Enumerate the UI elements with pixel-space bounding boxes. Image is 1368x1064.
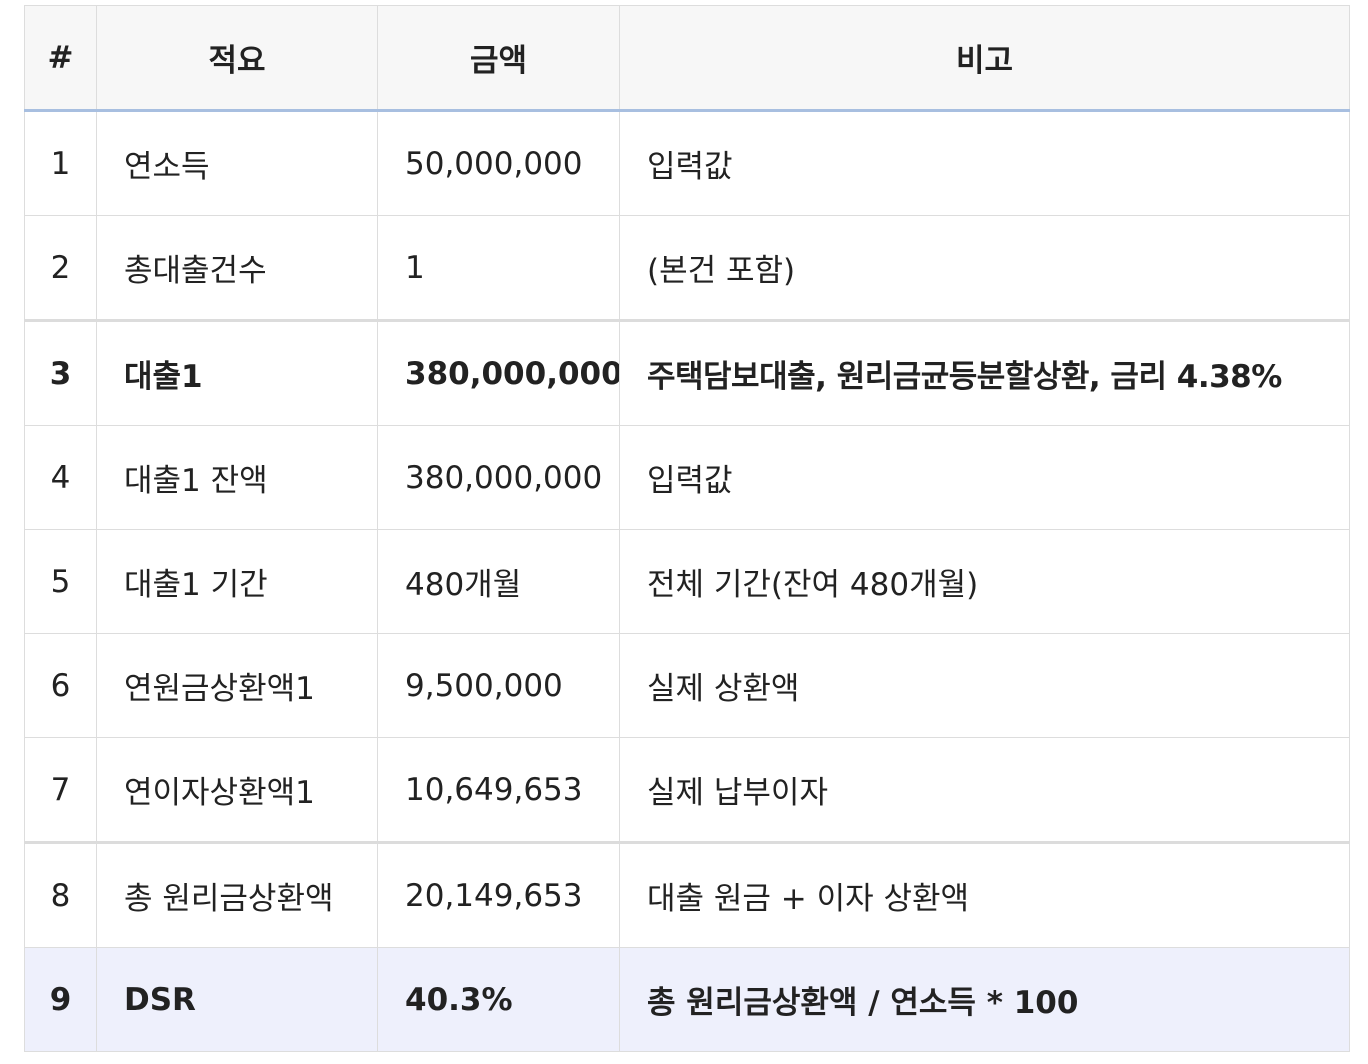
table-header: # 적요 금액 비고 (24, 5, 1350, 112)
row-item: 연원금상환액1 (96, 633, 378, 738)
row-item: 대출1 기간 (96, 529, 378, 634)
table-row: 6 연원금상환액1 9,500,000 실제 상환액 (24, 633, 1350, 738)
row-amount: 480개월 (377, 529, 620, 634)
table-row-total: 8 총 원리금상환액 20,149,653 대출 원금 + 이자 상환액 (24, 841, 1350, 948)
row-note: 입력값 (619, 110, 1350, 216)
header-row: # 적요 금액 비고 (24, 5, 1350, 112)
row-number: 9 (24, 947, 97, 1052)
row-note: 대출 원금 + 이자 상환액 (619, 841, 1350, 948)
row-note: 입력값 (619, 425, 1350, 530)
table-row-loan-summary: 3 대출1 380,000,000 주택담보대출, 원리금균등분할상환, 금리 … (24, 319, 1350, 426)
row-number: 2 (24, 215, 97, 321)
row-amount: 9,500,000 (377, 633, 620, 738)
row-note: 실제 납부이자 (619, 737, 1350, 843)
row-amount: 20,149,653 (377, 841, 620, 948)
dsr-calculation-table: # 적요 금액 비고 1 연소득 50,000,000 입력값 2 총대출건수 … (24, 5, 1350, 1052)
row-number: 1 (24, 110, 97, 216)
row-item: 대출1 (96, 319, 378, 426)
row-amount: 1 (377, 215, 620, 321)
table-row: 5 대출1 기간 480개월 전체 기간(잔여 480개월) (24, 529, 1350, 634)
row-number: 5 (24, 529, 97, 634)
table-row: 4 대출1 잔액 380,000,000 입력값 (24, 425, 1350, 530)
row-amount: 50,000,000 (377, 110, 620, 216)
row-item: DSR (96, 947, 378, 1052)
table-body: 1 연소득 50,000,000 입력값 2 총대출건수 1 (본건 포함) 3… (24, 110, 1350, 1052)
header-item: 적요 (96, 5, 378, 112)
row-amount: 380,000,000 (377, 425, 620, 530)
row-note: 전체 기간(잔여 480개월) (619, 529, 1350, 634)
row-note: 주택담보대출, 원리금균등분할상환, 금리 4.38% (619, 319, 1350, 426)
row-number: 8 (24, 841, 97, 948)
table-row: 1 연소득 50,000,000 입력값 (24, 110, 1350, 216)
row-note: 실제 상환액 (619, 633, 1350, 738)
row-item: 총 원리금상환액 (96, 841, 378, 948)
row-amount: 10,649,653 (377, 737, 620, 843)
row-note: (본건 포함) (619, 215, 1350, 321)
row-number: 7 (24, 737, 97, 843)
row-item: 연소득 (96, 110, 378, 216)
header-note: 비고 (619, 5, 1350, 112)
table-row: 2 총대출건수 1 (본건 포함) (24, 215, 1350, 321)
row-amount: 380,000,000 (377, 319, 620, 426)
row-number: 6 (24, 633, 97, 738)
row-number: 4 (24, 425, 97, 530)
header-amount: 금액 (377, 5, 620, 112)
row-amount: 40.3% (377, 947, 620, 1052)
row-item: 총대출건수 (96, 215, 378, 321)
table-row-dsr-result: 9 DSR 40.3% 총 원리금상환액 / 연소득 * 100 (24, 947, 1350, 1052)
row-item: 대출1 잔액 (96, 425, 378, 530)
header-number: # (24, 5, 97, 112)
row-number: 3 (24, 319, 97, 426)
row-note: 총 원리금상환액 / 연소득 * 100 (619, 947, 1350, 1052)
table-row: 7 연이자상환액1 10,649,653 실제 납부이자 (24, 737, 1350, 843)
dsr-calculation-table-wrapper: # 적요 금액 비고 1 연소득 50,000,000 입력값 2 총대출건수 … (24, 5, 1350, 1052)
row-item: 연이자상환액1 (96, 737, 378, 843)
